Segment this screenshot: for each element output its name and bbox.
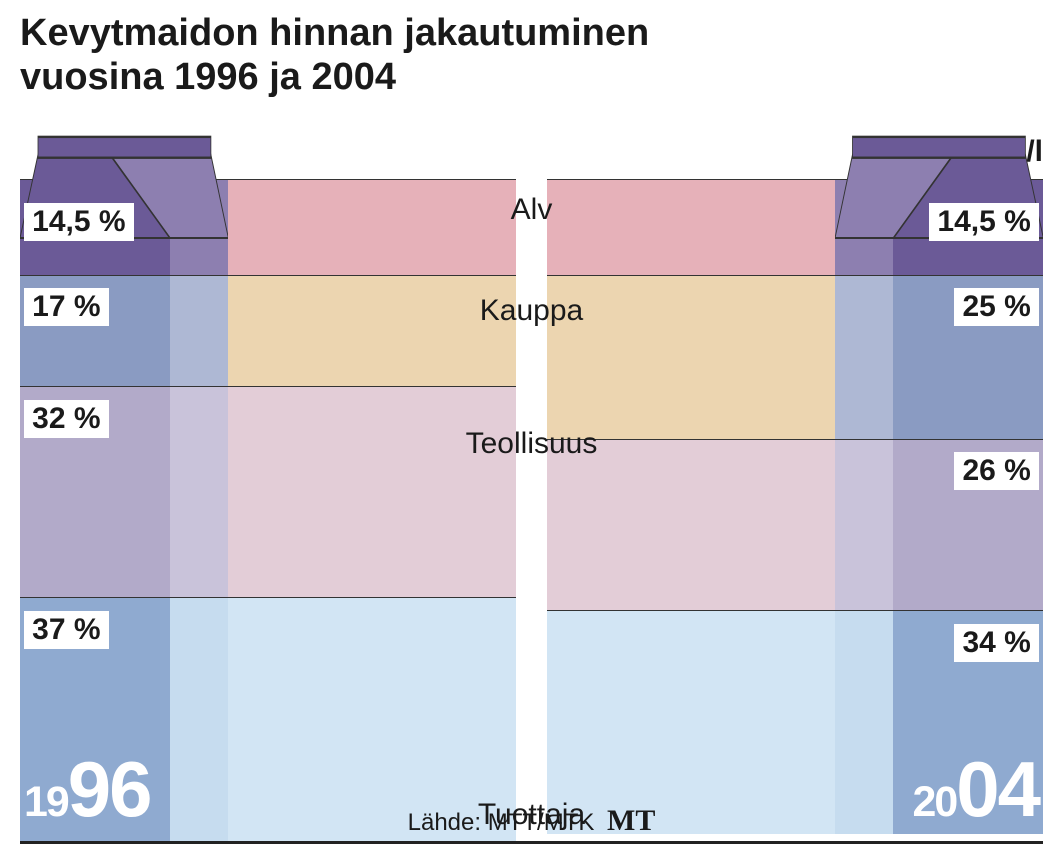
column-left: 14,5 %17 %32 %37 %1996 — [20, 179, 516, 841]
carton-side-teollisuus — [170, 386, 228, 597]
title-line-1: Kevytmaidon hinnan jakautuminen — [20, 12, 649, 54]
column-right: 14,5 %25 %26 %34 %2004 — [547, 179, 1043, 841]
category-label-alv: Alv — [20, 193, 1043, 227]
category-label-teollisuus: Teollisuus — [20, 427, 1043, 461]
carton-left: 14,5 %17 %32 %37 %1996 — [20, 179, 228, 841]
pct-left-tuottaja: 37 % — [24, 611, 108, 649]
source-text: Lähde: MTT/MTK — [408, 809, 595, 836]
carton-side-kauppa — [170, 275, 228, 387]
title-line-2: vuosina 1996 ja 2004 — [20, 56, 396, 98]
pct-right-tuottaja: 34 % — [954, 624, 1038, 662]
chart-title: Kevytmaidon hinnan jakautuminen vuosina … — [0, 0, 1063, 99]
source-line: Lähde: MTT/MTK MT — [20, 804, 1043, 838]
carton-side-teollisuus — [835, 439, 893, 610]
carton-right: 14,5 %25 %26 %34 %2004 — [835, 179, 1043, 841]
category-label-kauppa: Kauppa — [20, 294, 1043, 328]
source-logo: MT — [607, 804, 655, 837]
chart-area: 65 c/l 73 c/l 14,5 %17 %32 %37 %199614,5… — [20, 135, 1043, 844]
stacked-columns: 14,5 %17 %32 %37 %1996 14,5 %25 %26 %34 %… — [20, 179, 1043, 844]
